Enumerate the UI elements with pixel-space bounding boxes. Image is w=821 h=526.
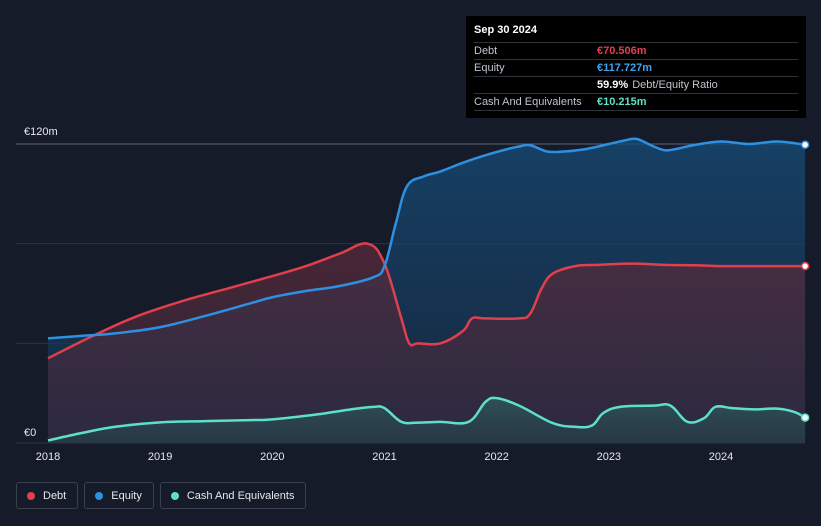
x-tick-label: 2021 bbox=[372, 451, 396, 463]
debt-line bbox=[47, 242, 806, 360]
x-tick-label: 2024 bbox=[709, 451, 733, 463]
tooltip-date: Sep 30 2024 bbox=[474, 24, 537, 36]
cash-end-marker bbox=[800, 413, 810, 422]
equity-end-marker bbox=[800, 140, 810, 149]
data-tooltip: Sep 30 2024 Debt €70.506m Equity €117.72… bbox=[466, 16, 806, 118]
legend-item-equity[interactable]: Equity bbox=[84, 482, 154, 509]
tooltip-row-equity: Equity €117.727m bbox=[474, 59, 798, 76]
legend-debt-dot-icon bbox=[27, 491, 35, 500]
debt-end-marker bbox=[800, 261, 810, 271]
legend-item-debt[interactable]: Debt bbox=[16, 482, 79, 509]
x-tick-label: 2022 bbox=[484, 451, 508, 463]
tooltip-cash-value: €10.215m bbox=[597, 96, 647, 108]
tooltip-ratio-value: 59.9% bbox=[597, 79, 629, 91]
debt-area bbox=[48, 243, 806, 443]
tooltip-cash-label: Cash And Equivalents bbox=[474, 96, 582, 108]
legend-equity-dot-icon bbox=[95, 491, 104, 500]
tooltip-debt-label: Debt bbox=[474, 45, 498, 57]
chart-legend: Debt Equity Cash And Equivalents bbox=[16, 482, 307, 509]
legend-equity-label: Equity bbox=[111, 489, 142, 502]
legend-item-cash[interactable]: Cash And Equivalents bbox=[159, 482, 307, 509]
x-tick-label: 2018 bbox=[36, 451, 60, 463]
legend-cash-dot-icon bbox=[170, 491, 179, 500]
y-tick-label: €0 bbox=[24, 427, 36, 439]
tooltip-equity-label: Equity bbox=[474, 62, 505, 74]
tooltip-row-cash: Cash And Equivalents €10.215m bbox=[474, 93, 798, 111]
tooltip-ratio-label: Debt/Equity Ratio bbox=[632, 79, 718, 91]
x-tick-label: 2023 bbox=[597, 451, 621, 463]
tooltip-equity-value: €117.727m bbox=[597, 62, 653, 74]
equity-line bbox=[47, 137, 806, 340]
cash-line bbox=[47, 396, 806, 442]
x-tick-label: 2020 bbox=[260, 451, 284, 463]
legend-cash-label: Cash And Equivalents bbox=[186, 489, 295, 502]
y-tick-label: €120m bbox=[24, 126, 58, 138]
x-tick-label: 2019 bbox=[148, 451, 172, 463]
tooltip-debt-value: €70.506m bbox=[597, 45, 647, 57]
legend-debt-label: Debt bbox=[43, 489, 67, 502]
tooltip-row-debt: Debt €70.506m bbox=[474, 42, 798, 59]
tooltip-row-ratio: 59.9% Debt/Equity Ratio bbox=[474, 76, 798, 93]
cash-area bbox=[48, 397, 806, 443]
